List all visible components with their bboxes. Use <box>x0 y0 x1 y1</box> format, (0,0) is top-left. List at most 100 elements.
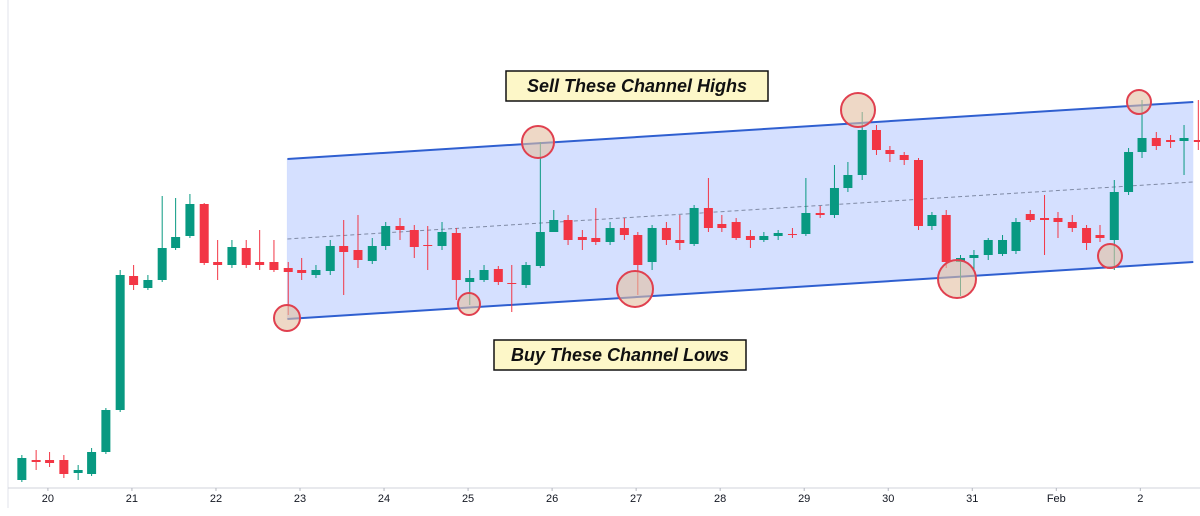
candle-body <box>395 226 405 230</box>
candle-body <box>927 215 937 226</box>
candle-body <box>759 236 769 240</box>
channel-upper <box>287 101 1194 160</box>
candle-body <box>885 150 895 154</box>
candle-body <box>451 233 461 280</box>
candle-body <box>465 278 475 282</box>
candle-body <box>1011 222 1021 251</box>
candle-body <box>157 248 167 280</box>
candle-body <box>1124 152 1134 192</box>
annotation-box <box>493 339 747 371</box>
x-tick-label: Feb <box>1047 493 1066 505</box>
candle-body <box>199 204 209 263</box>
candle-body <box>1109 192 1119 240</box>
candle-body <box>269 262 279 270</box>
candle-body <box>577 237 587 240</box>
candle-body <box>703 208 713 228</box>
annotation-box <box>505 70 769 102</box>
candle-body <box>171 237 181 248</box>
candle-body <box>1179 138 1189 141</box>
candle-body <box>1137 138 1147 152</box>
x-tick-label: 28 <box>714 493 726 505</box>
candle-body <box>507 283 517 284</box>
x-ticks: 20 21 22 23 24 25 26 27 28 29 30 31 Feb 2 <box>42 488 1143 505</box>
x-tick-label: 23 <box>294 493 306 505</box>
candle-body <box>1067 222 1077 228</box>
candle-body <box>297 270 307 273</box>
candle-body <box>1025 214 1035 220</box>
candle-body <box>409 230 419 247</box>
candle-body <box>801 213 811 234</box>
annotation: Buy These Channel Lows <box>511 345 729 365</box>
candle-body <box>675 240 685 243</box>
candle-body <box>1082 228 1092 243</box>
candle-body <box>829 188 839 215</box>
candle-body <box>787 234 797 235</box>
candle-body <box>871 130 881 150</box>
candle-body <box>941 215 951 262</box>
candle-body <box>717 224 727 228</box>
x-tick-label: 22 <box>210 493 222 505</box>
x-tick-label: 26 <box>546 493 558 505</box>
candle-body <box>633 235 643 265</box>
candle-body <box>773 233 783 236</box>
candle-body <box>1166 140 1176 142</box>
candle-body <box>493 269 503 282</box>
candle-body <box>745 236 755 240</box>
candle-body <box>983 240 993 255</box>
low-marker <box>937 259 977 299</box>
candle-body <box>45 460 55 463</box>
candle-body <box>1193 140 1200 142</box>
candle-body <box>521 265 531 285</box>
candle-body <box>143 280 153 288</box>
candle-body <box>969 255 979 258</box>
candle-body <box>227 247 237 265</box>
candle-body <box>73 470 83 473</box>
channel-middle <box>287 181 1194 240</box>
x-tick-label: 29 <box>798 493 810 505</box>
candle-body <box>213 262 223 265</box>
candle-body <box>437 232 447 246</box>
candle-body <box>129 276 139 285</box>
x-tick-label: 30 <box>882 493 894 505</box>
low-marker <box>1097 243 1123 269</box>
candle-body <box>241 248 251 265</box>
candle-body <box>423 245 433 246</box>
candle-body <box>255 262 265 265</box>
candle-body <box>185 204 195 236</box>
x-tick-label: 24 <box>378 493 390 505</box>
high-marker <box>840 92 876 128</box>
candle-body <box>591 238 601 242</box>
candle-body <box>619 228 629 235</box>
x-tick-label: 25 <box>462 493 474 505</box>
x-tick-label: 31 <box>966 493 978 505</box>
candle-body <box>843 175 853 188</box>
candle-body <box>899 155 909 160</box>
candle-body <box>605 228 615 242</box>
candle-body <box>815 213 825 215</box>
high-marker <box>521 125 555 159</box>
candle-body <box>549 220 559 232</box>
candle-body <box>535 232 545 266</box>
candle-body <box>563 220 573 240</box>
candle-body <box>115 275 125 410</box>
candle-body <box>381 226 391 246</box>
x-tick-label: 2 <box>1137 493 1143 505</box>
candle-body <box>689 208 699 244</box>
high-marker <box>1126 89 1152 115</box>
candle-body <box>1095 235 1105 238</box>
candle-body <box>479 270 489 280</box>
candle-layer <box>17 100 1200 482</box>
candle-body <box>367 246 377 261</box>
annotation: Sell These Channel Highs <box>527 76 747 96</box>
candle-body <box>857 130 867 175</box>
candle-body <box>283 268 293 272</box>
candle-body <box>647 228 657 262</box>
low-marker <box>457 292 481 316</box>
candle-body <box>31 460 41 462</box>
candle-body <box>661 228 671 240</box>
candle-body <box>998 240 1008 254</box>
candle-body <box>913 160 923 226</box>
x-tick-label: 20 <box>42 493 54 505</box>
low-marker <box>616 270 654 308</box>
